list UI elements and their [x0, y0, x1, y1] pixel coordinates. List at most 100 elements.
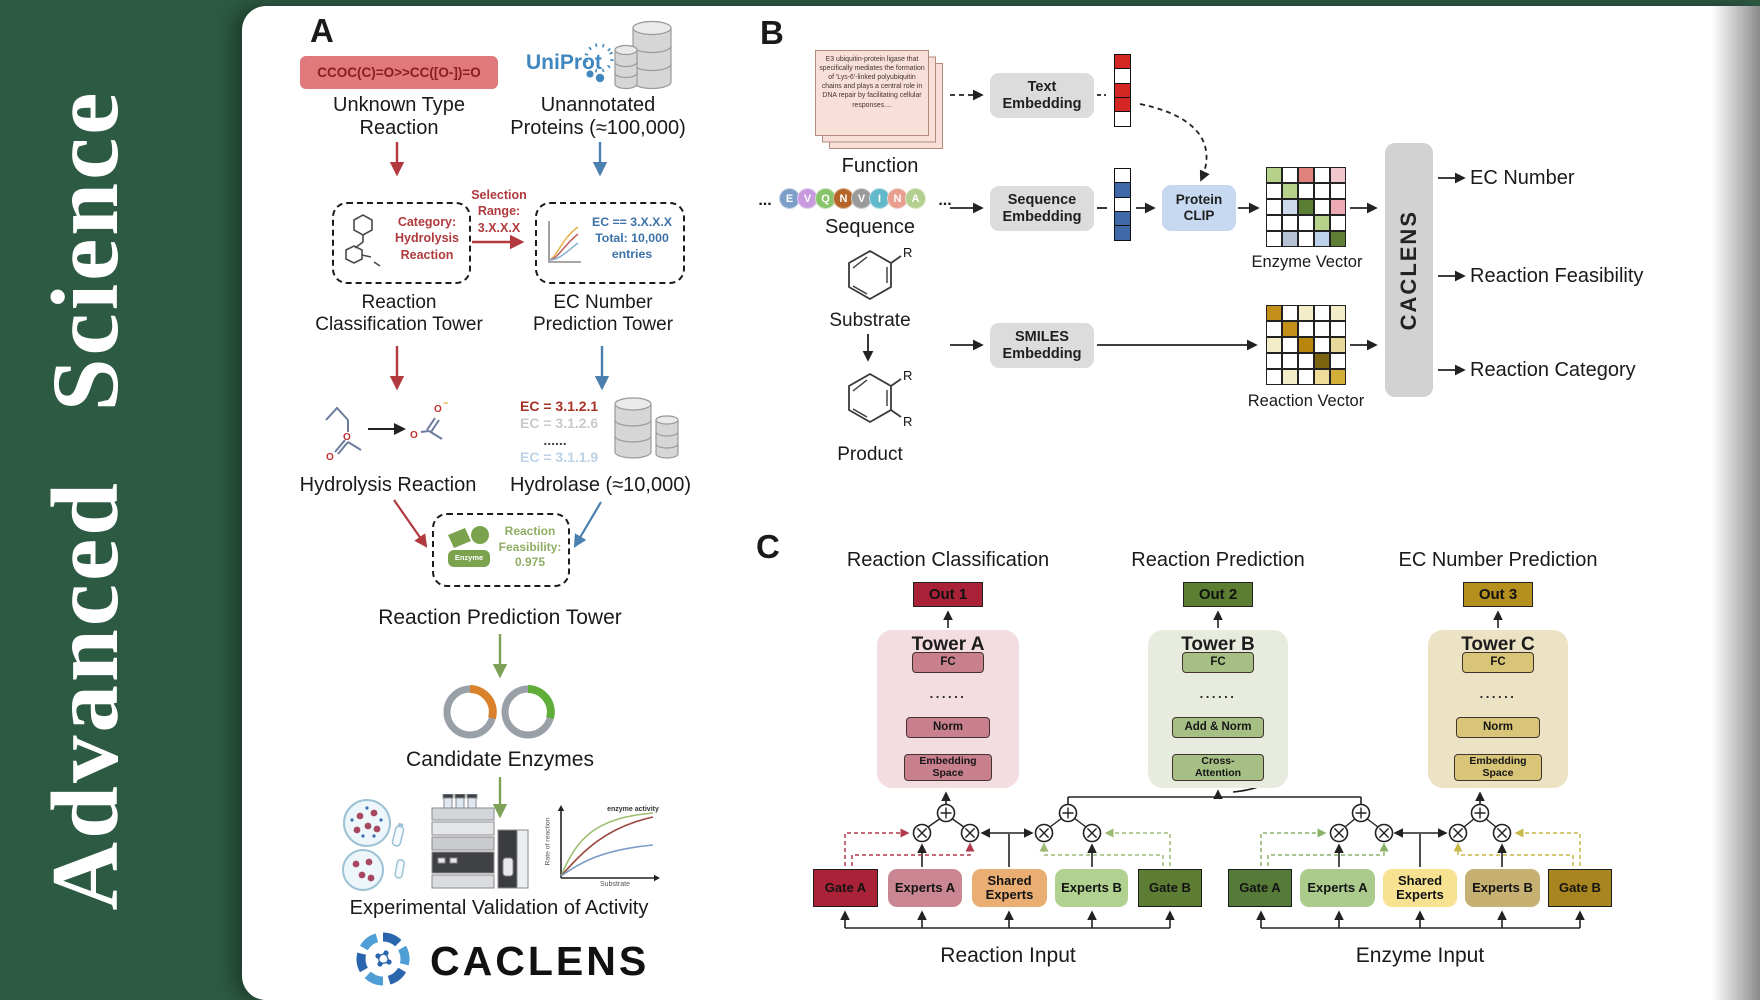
product-molecule-icon: R R	[848, 368, 912, 429]
feasibility-box: Enzyme Reaction Feasibility: 0.975	[432, 513, 570, 587]
tower-a-fc: FC	[912, 652, 984, 673]
hplc-instrument-icon	[431, 794, 529, 889]
sequence-embedding-vector	[1114, 168, 1131, 242]
enzyme-activity-plot	[557, 805, 660, 882]
plot-xlabel: Substrate	[600, 881, 630, 888]
curves-plot-icon	[548, 221, 581, 263]
function-card-text: E3 ubiquitin-protein ligase that specifi…	[819, 56, 925, 109]
uniprot-circle-icon	[584, 43, 614, 83]
text-embedding-box: Text Embedding	[990, 73, 1094, 118]
tower-a-norm: Norm	[906, 717, 990, 738]
out2-box: Out 2	[1183, 582, 1253, 607]
tower-c-norm: Norm	[1456, 717, 1540, 738]
product-r1-label: R	[903, 368, 912, 383]
molecule-scribble-icon	[345, 214, 381, 267]
sequence-ellipsis-left: ...	[758, 192, 772, 209]
unknown-reaction-label: Unknown Type Reaction	[333, 94, 465, 140]
tower-b-add-norm: Add & Norm	[1172, 717, 1264, 738]
tower-c-embedding-space: Embedding Space	[1454, 754, 1542, 781]
reaction-category-box: Category: Hydrolysis Reaction	[332, 202, 471, 284]
sequence-ellipsis-right: ...	[938, 192, 952, 209]
header-ec-number-prediction: EC Number Prediction	[1398, 549, 1598, 571]
protein-database-icon	[614, 20, 672, 90]
reaction-vector-matrix	[1266, 305, 1346, 385]
product-label: Product	[837, 444, 903, 465]
caclens-wordmark: CACLENS	[430, 938, 650, 984]
plot-annotation: enzyme activity	[607, 806, 659, 813]
tower-b-title: Tower B	[1181, 634, 1255, 655]
enzyme-input-label: Enzyme Input	[1355, 944, 1485, 967]
hydrolysis-reaction-label: Hydrolysis Reaction	[299, 474, 477, 496]
candidate-enzymes-label: Candidate Enzymes	[406, 748, 594, 771]
function-label: Function	[841, 155, 919, 177]
svg-text:O: O	[326, 452, 334, 463]
caclens-model-box: CACLENS	[1385, 143, 1433, 397]
reaction-input-label: Reaction Input	[940, 944, 1076, 967]
tower-a-dots: ......	[929, 686, 967, 701]
reaction-vector-label: Reaction Vector	[1247, 392, 1365, 410]
panel-c-label: C	[756, 528, 780, 565]
smiles-reaction-box: CCOC(C)=O>>CC([O-])=O	[300, 56, 498, 89]
function-card: E3 ubiquitin-protein ligase that specifi…	[815, 50, 929, 136]
prediction-tower-label: Reaction Prediction Tower	[378, 606, 622, 629]
caclens-logo-icon	[356, 932, 410, 986]
tower-c-dots: ......	[1479, 686, 1517, 701]
panel-b-label: B	[760, 14, 784, 51]
right-experts-a: Experts A	[1300, 869, 1375, 907]
output-reaction-feasibility: Reaction Feasibility	[1470, 265, 1644, 287]
sequence-embedding-box: Sequence Embedding	[990, 186, 1094, 231]
classification-tower-label: Reaction Classification Tower	[315, 292, 483, 336]
hydrolysis-molecules-icon: O O O − O	[325, 398, 448, 463]
ec-item: EC = 3.1.1.9	[520, 449, 599, 466]
enzyme-icon	[448, 526, 490, 567]
petri-dish-icon	[342, 799, 405, 891]
right-gate-b: Gate B	[1548, 869, 1612, 907]
figure-page	[242, 6, 1760, 1000]
category-text: Category: Hydrolysis Reaction	[395, 215, 459, 262]
enzyme-vector-matrix	[1266, 167, 1346, 247]
hydrolase-database-icon	[614, 397, 679, 459]
product-r2-label: R	[903, 414, 912, 429]
sequence-label: Sequence	[824, 216, 916, 238]
selection-range-label: Selection Range: 3.X.X.X	[471, 188, 527, 235]
out3-box: Out 3	[1463, 582, 1533, 607]
tower-a-embedding-space: Embedding Space	[904, 754, 992, 781]
left-experts-a: Experts A	[888, 869, 962, 907]
output-ec-number: EC Number	[1470, 167, 1575, 189]
validation-label: Experimental Validation of Activity	[349, 897, 649, 919]
left-experts-b: Experts B	[1055, 869, 1128, 907]
moe-mix-nodes	[912, 803, 1512, 843]
ec-item: ......	[543, 432, 567, 449]
tower-b-fc: FC	[1182, 652, 1254, 673]
header-reaction-prediction: Reaction Prediction	[1131, 549, 1305, 571]
tower-b-cross-attention: Cross- Attention	[1172, 754, 1264, 781]
right-experts-b: Experts B	[1465, 869, 1540, 907]
right-gate-a: Gate A	[1228, 869, 1292, 907]
feasibility-text: Reaction Feasibility: 0.975	[498, 524, 562, 570]
svg-text:O: O	[434, 404, 442, 415]
ec-tower-label: EC Number Prediction Tower	[532, 292, 674, 336]
substrate-label: Substrate	[829, 310, 911, 331]
hydrolase-label: Hydrolase (≈10,000)	[509, 474, 692, 496]
ec-item: EC = 3.1.2.1	[520, 398, 599, 414]
out1-box: Out 1	[913, 582, 983, 607]
text-embedding-vector	[1114, 54, 1131, 128]
tower-a-title: Tower A	[911, 634, 985, 655]
uniprot-logo: UniProt	[526, 51, 602, 74]
svg-text:O: O	[410, 430, 418, 441]
enzyme-badge-label: Enzyme	[454, 553, 484, 562]
substrate-molecule-icon: R	[848, 245, 912, 301]
enzyme-vector-label: Enzyme Vector	[1251, 253, 1363, 271]
tower-c-fc: FC	[1462, 652, 1534, 673]
tower-c-title: Tower C	[1461, 634, 1535, 655]
plot-ylabel: Rate of reaction	[544, 817, 552, 866]
substrate-r-label: R	[903, 245, 912, 260]
ec-filter-text: EC == 3.X.X.X Total: 10,000 entries	[592, 215, 672, 261]
caclens-model-label: CACLENS	[1396, 209, 1421, 331]
ec-candidate-list: EC = 3.1.2.1 EC = 3.1.2.6 ...... EC = 3.…	[520, 398, 612, 466]
protein-clip-box: Protein CLIP	[1162, 185, 1236, 231]
left-gate-b: Gate B	[1138, 869, 1202, 907]
header-reaction-classification: Reaction Classification	[846, 549, 1050, 571]
